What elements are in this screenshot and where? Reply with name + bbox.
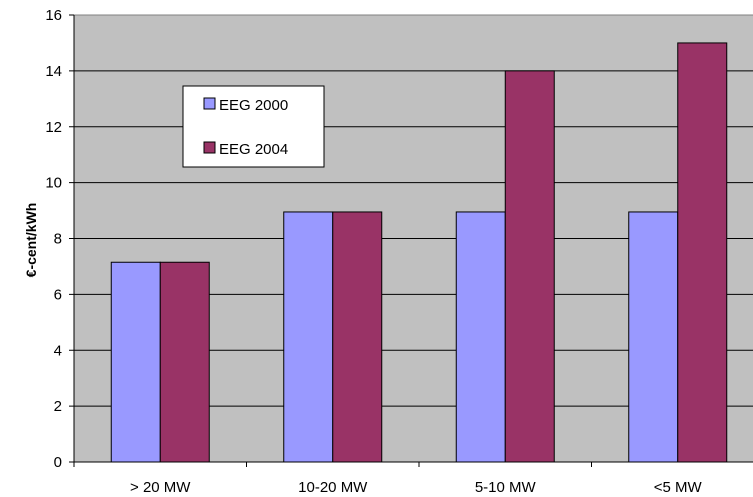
y-tick-label: 6 (54, 286, 62, 303)
x-tick-label: 10-20 MW (298, 479, 368, 496)
x-tick-label: 5-10 MW (475, 479, 537, 496)
y-tick-label: 2 (54, 398, 62, 415)
bar-eeg-2004-2 (504, 70, 555, 463)
y-tick-labels: 0 2 4 6 8 10 12 14 16 (45, 7, 62, 471)
legend-label-eeg-2000: EEG 2000 (219, 97, 288, 114)
bar-eeg-2000-2 (455, 211, 506, 463)
axes (69, 14, 753, 467)
bar-eeg-2000-3 (628, 211, 679, 463)
y-tick-label: 4 (54, 342, 62, 359)
legend-swatch-eeg-2000 (203, 97, 216, 110)
y-tick-label: 8 (54, 231, 62, 248)
y-axis-title: €-cent/kWh (23, 203, 39, 278)
y-tick-label: 0 (54, 454, 62, 471)
bar-eeg-2000-0 (110, 261, 161, 463)
x-tick-label: > 20 MW (130, 479, 191, 496)
bars (110, 42, 728, 463)
y-tick-label: 12 (45, 119, 62, 136)
y-tick-label: 10 (45, 175, 62, 192)
legend: EEG 2000 EEG 2004 (182, 85, 325, 168)
x-tick-labels: > 20 MW 10-20 MW 5-10 MW <5 MW (130, 479, 703, 496)
bar-eeg-2000-1 (283, 211, 334, 463)
legend-swatch-eeg-2004 (203, 141, 216, 154)
y-tick-label: 16 (45, 7, 62, 24)
bar-eeg-2004-1 (332, 211, 383, 463)
y-tick-label: 14 (45, 63, 62, 80)
x-tick-label: <5 MW (654, 479, 703, 496)
bar-eeg-2004-0 (159, 261, 210, 463)
legend-label-eeg-2004: EEG 2004 (219, 141, 288, 158)
bar-eeg-2004-3 (677, 42, 728, 463)
